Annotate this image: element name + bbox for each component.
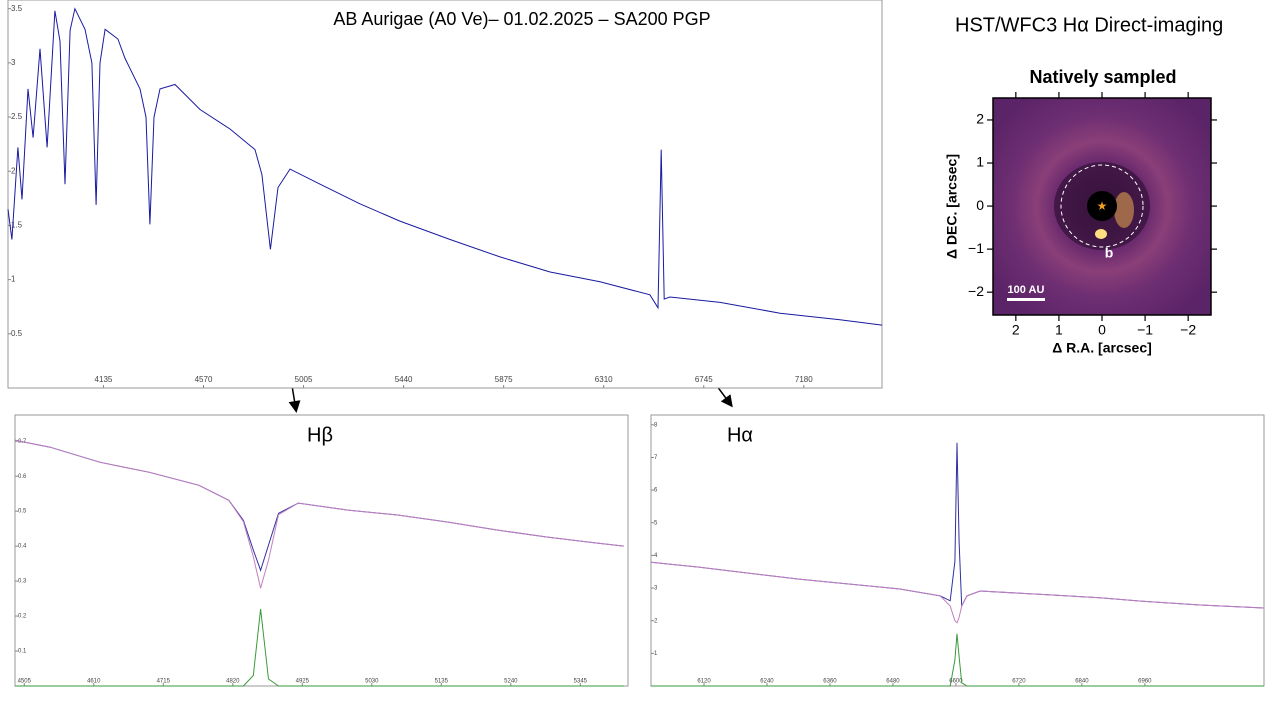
y-tick-label: 3 — [654, 586, 658, 592]
y-tick-label: 4 — [654, 553, 658, 559]
x-tick-label: 5135 — [435, 679, 449, 685]
y-tick-label: 2 — [11, 166, 16, 175]
x-tick-label: 0 — [1098, 322, 1106, 338]
x-tick-label: 5440 — [395, 375, 413, 384]
y-tick-label: 2 — [976, 111, 984, 127]
x-axis-label: Δ R.A. [arcsec] — [1052, 340, 1152, 356]
x-tick-label: 6840 — [1075, 679, 1089, 685]
x-tick-label: −2 — [1180, 322, 1196, 338]
disk-feature — [1114, 192, 1134, 228]
chart-title: Hβ — [307, 424, 333, 446]
y-tick-label: 0.4 — [18, 544, 27, 550]
plot-frame — [14, 414, 629, 687]
x-tick-label: 1 — [1055, 322, 1063, 338]
x-tick-label: 5345 — [574, 679, 588, 685]
chart-title: Hα — [727, 424, 753, 446]
x-tick-label: −1 — [1137, 322, 1153, 338]
y-tick-label: 0.5 — [18, 509, 27, 515]
x-tick-label: 6360 — [823, 679, 837, 685]
x-tick-label: 6960 — [1138, 679, 1152, 685]
x-tick-label: 2 — [1012, 322, 1020, 338]
y-tick-label: 0.2 — [18, 614, 27, 620]
y-tick-label: 0.1 — [18, 649, 27, 655]
x-tick-label: 4715 — [157, 679, 171, 685]
y-tick-label: −2 — [968, 283, 984, 299]
x-tick-label: 4610 — [87, 679, 101, 685]
x-tick-label: 4820 — [226, 679, 240, 685]
y-tick-label: −1 — [968, 240, 984, 256]
x-tick-label: 5875 — [495, 375, 513, 384]
x-tick-label: 6120 — [697, 679, 711, 685]
annotation: b — [1105, 245, 1114, 261]
y-tick-label: 2.5 — [11, 112, 23, 121]
scale-bar — [1007, 298, 1045, 301]
x-tick-label: 7180 — [795, 375, 813, 384]
x-tick-label: 4505 — [18, 679, 32, 685]
spectrum-line — [7, 7, 883, 326]
x-tick-label: 6720 — [1012, 679, 1026, 685]
y-tick-label: 0.5 — [11, 329, 23, 338]
plot-frame — [7, 0, 883, 389]
y-tick-label: 1 — [11, 275, 16, 284]
x-tick-label: 5005 — [295, 375, 313, 384]
spectrum-line — [650, 561, 1265, 624]
x-tick-label: 4570 — [195, 375, 213, 384]
direct-image: ★ — [993, 98, 1211, 315]
x-tick-label: 4925 — [296, 679, 310, 685]
y-tick-label: 1 — [654, 651, 658, 657]
y-tick-label: 8 — [654, 422, 658, 428]
star-marker: ★ — [1097, 199, 1108, 213]
y-tick-label: 1 — [976, 154, 984, 170]
spectrum-line — [14, 439, 625, 589]
dashed-circle — [1060, 164, 1144, 248]
x-tick-label: 5240 — [504, 679, 518, 685]
x-tick-label: 4135 — [95, 375, 113, 384]
y-tick-label: 0 — [976, 197, 984, 213]
y-tick-label: 5 — [654, 520, 658, 526]
x-tick-label: 6745 — [695, 375, 713, 384]
x-tick-label: 6240 — [760, 679, 774, 685]
companion-b — [1095, 229, 1107, 239]
y-tick-label: 0.3 — [18, 579, 27, 585]
x-tick-label: 6310 — [595, 375, 613, 384]
x-tick-label: 5030 — [365, 679, 379, 685]
y-tick-label: 1.5 — [11, 221, 23, 230]
y-tick-label: 6 — [654, 488, 658, 494]
chart-title: AB Aurigae (A0 Ve)– 01.02.2025 – SA200 P… — [333, 9, 710, 29]
heading: HST/WFC3 Hα Direct-imaging — [955, 14, 1223, 36]
y-tick-label: 3.5 — [11, 4, 23, 13]
y-tick-label: 2 — [654, 618, 658, 624]
x-tick-label: 6480 — [886, 679, 900, 685]
spectrum-line — [15, 609, 624, 687]
y-tick-label: 7 — [654, 455, 658, 461]
y-axis-label: Δ DEC. [arcsec] — [944, 154, 960, 259]
spectrum-line — [651, 633, 1264, 687]
y-tick-label: 0.6 — [18, 474, 27, 480]
y-tick-label: 3 — [11, 58, 16, 67]
annotation: 100 AU — [1008, 284, 1045, 296]
coronagraph-mask — [1087, 191, 1117, 221]
x-tick-label: 6600 — [949, 679, 963, 685]
chart-title: Natively sampled — [1029, 67, 1176, 87]
